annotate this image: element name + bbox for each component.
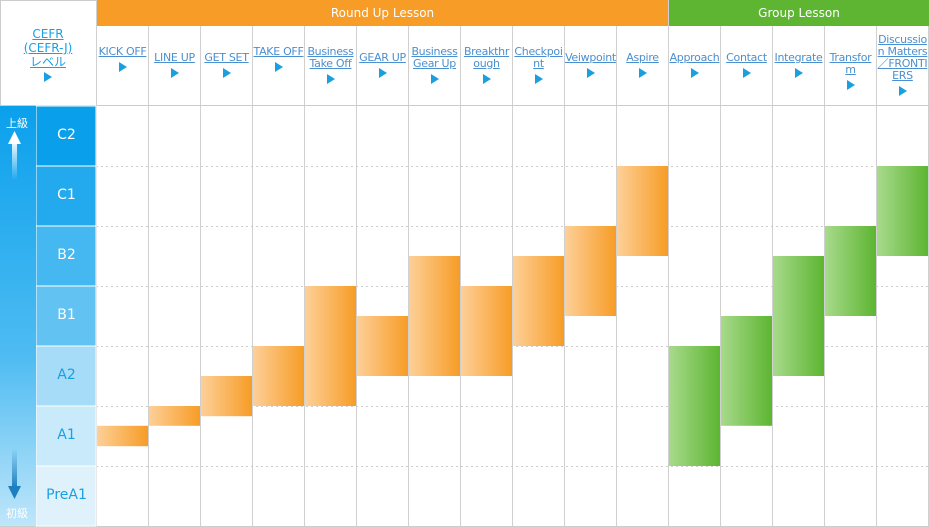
level-cell [35, 345, 97, 407]
lesson-bar [617, 166, 668, 256]
lesson-bar [357, 316, 408, 376]
lesson-name[interactable]: GET SET [204, 51, 249, 64]
play-triangle-icon[interactable] [118, 62, 127, 72]
lesson-name[interactable]: LINE UP [154, 51, 195, 64]
lesson-name[interactable]: Discussion Matters／FRONTIERS [877, 33, 928, 82]
lesson-header[interactable]: TAKE OFF [253, 46, 304, 75]
lesson-name[interactable]: KICK OFF [98, 45, 147, 58]
lesson-header[interactable]: Business Gear Up [409, 46, 460, 87]
lesson-header[interactable]: Integrate [773, 52, 824, 81]
play-triangle-icon[interactable] [222, 68, 231, 78]
lesson-name[interactable]: GEAR UP [359, 51, 406, 64]
play-triangle-icon[interactable] [586, 68, 595, 78]
lesson-header[interactable]: Veiwpoint [565, 52, 616, 81]
lesson-header[interactable]: Checkpoint [513, 46, 564, 87]
lesson-header[interactable]: Discussion Matters／FRONTIERS [877, 34, 928, 99]
play-triangle-icon[interactable] [846, 80, 855, 90]
lesson-bar [461, 286, 512, 376]
lesson-bar [305, 286, 356, 406]
play-triangle-icon[interactable] [898, 86, 907, 96]
lesson-name[interactable]: Breakthrough [463, 45, 510, 70]
advanced-label: 上級 [6, 117, 28, 130]
lesson-header[interactable]: Business Take Off [305, 46, 356, 87]
lesson-bar [565, 226, 616, 316]
lesson-header[interactable]: Contact [721, 52, 772, 81]
level-cell [35, 225, 97, 287]
lesson-bar [149, 406, 200, 426]
level-label-prea1: PreA1 [46, 487, 87, 503]
lesson-name[interactable]: Business Take Off [307, 45, 354, 70]
lesson-bar [253, 346, 304, 406]
play-triangle-icon[interactable] [326, 74, 335, 84]
level-label-a2: A2 [57, 367, 76, 383]
lesson-header[interactable]: GEAR UP [357, 52, 408, 81]
lesson-bar [97, 425, 148, 447]
lesson-name[interactable]: Integrate [774, 51, 823, 64]
down-arrow-icon [8, 486, 21, 499]
play-triangle-icon[interactable] [378, 68, 387, 78]
play-triangle-icon[interactable] [638, 68, 647, 78]
lesson-header[interactable]: Transform [825, 52, 876, 93]
level-cell [35, 285, 97, 347]
down-arrow-shaft [12, 448, 17, 488]
group-header-round-up: Round Up Lesson [97, 0, 668, 26]
level-label-b1: B1 [57, 307, 76, 323]
play-triangle-icon[interactable] [482, 74, 491, 84]
level-label-a1: A1 [57, 427, 76, 443]
lesson-name[interactable]: Aspire [626, 51, 659, 64]
lesson-header[interactable]: Approach [669, 52, 720, 81]
group-header-group: Group Lesson [669, 0, 929, 26]
play-triangle-icon[interactable] [274, 62, 283, 72]
lesson-header[interactable]: Aspire [617, 52, 668, 81]
lesson-bar [669, 346, 720, 466]
play-triangle-icon[interactable] [44, 72, 52, 82]
lesson-name[interactable]: Checkpoint [514, 45, 563, 70]
lesson-header[interactable]: Breakthrough [461, 46, 512, 87]
lesson-bar [773, 256, 824, 376]
lesson-bar [877, 166, 928, 256]
beginner-label: 初級 [6, 507, 28, 520]
lesson-bar [721, 316, 772, 426]
lesson-header[interactable]: KICK OFF [97, 46, 148, 75]
lesson-name[interactable]: Transform [829, 51, 872, 76]
lesson-bar [825, 226, 876, 316]
play-triangle-icon[interactable] [430, 74, 439, 84]
lesson-header[interactable]: LINE UP [149, 52, 200, 81]
play-triangle-icon[interactable] [794, 68, 803, 78]
level-label-c1: C1 [57, 187, 76, 203]
lesson-name[interactable]: Approach [669, 51, 720, 64]
lesson-name[interactable]: Contact [726, 51, 767, 64]
up-arrow-shaft [12, 140, 17, 180]
cefr-corner-header[interactable]: CEFR (CEFR-J) レベル [0, 0, 96, 105]
play-triangle-icon[interactable] [690, 68, 699, 78]
corner-line-level[interactable]: レベル [29, 55, 66, 69]
play-triangle-icon[interactable] [742, 68, 751, 78]
corner-line-cefr[interactable]: CEFR [32, 27, 64, 41]
play-triangle-icon[interactable] [170, 68, 179, 78]
level-label-c2: C2 [57, 127, 76, 143]
lesson-bar [409, 256, 460, 376]
lesson-name[interactable]: Business Gear Up [411, 45, 458, 70]
corner-line-cefr-j[interactable]: (CEFR-J) [23, 41, 73, 55]
lesson-header[interactable]: GET SET [201, 52, 252, 81]
lesson-bar [513, 256, 564, 346]
up-arrow-icon [8, 131, 21, 144]
play-triangle-icon[interactable] [534, 74, 543, 84]
lesson-name[interactable]: Veiwpoint [565, 51, 616, 64]
lesson-name[interactable]: TAKE OFF [253, 45, 304, 58]
level-label-b2: B2 [57, 247, 76, 263]
lesson-bar [201, 376, 252, 417]
side-gradient-bar [0, 106, 36, 526]
